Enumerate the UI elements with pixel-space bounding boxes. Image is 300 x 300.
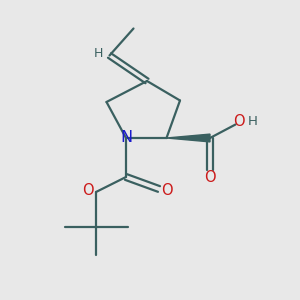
Text: H: H — [248, 115, 258, 128]
Text: H: H — [93, 46, 103, 60]
Text: O: O — [233, 114, 245, 129]
Text: N: N — [120, 130, 132, 146]
Text: O: O — [82, 183, 93, 198]
Polygon shape — [167, 134, 210, 142]
Text: O: O — [162, 183, 173, 198]
Text: O: O — [204, 170, 216, 185]
